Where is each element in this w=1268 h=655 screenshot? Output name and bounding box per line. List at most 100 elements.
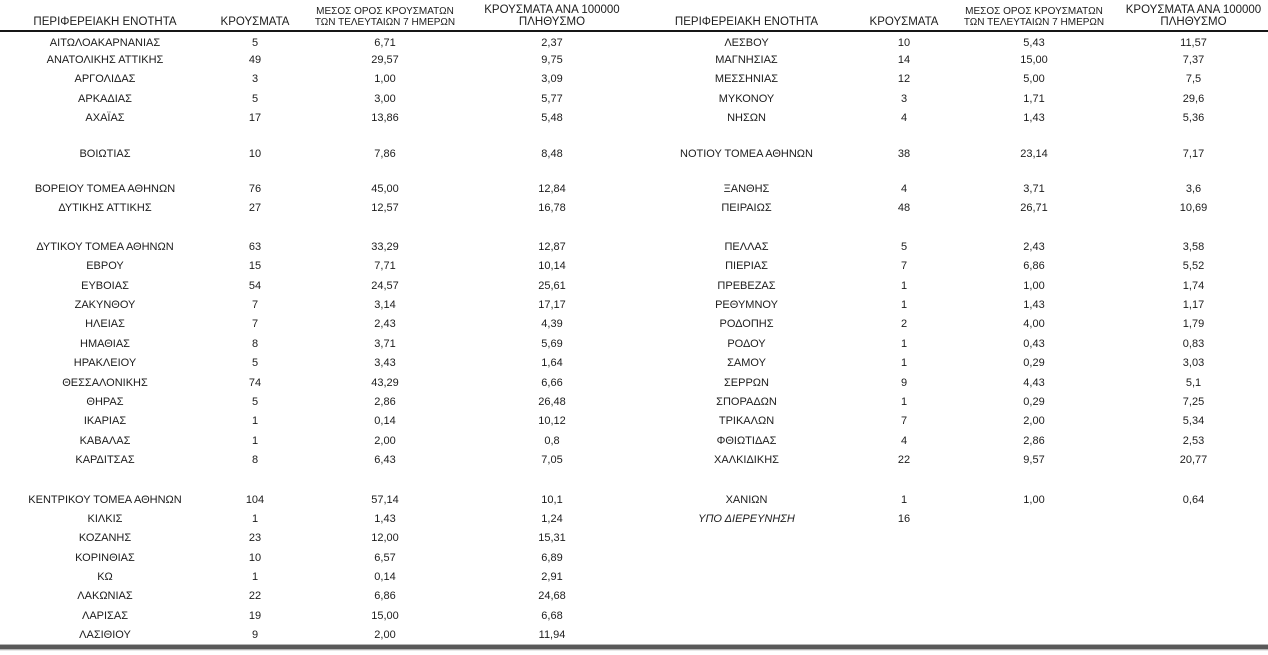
spacer-cell	[0, 218, 1268, 237]
left-region-cell: ΛΑΣΙΘΙΟΥ	[79, 629, 131, 642]
table-row: ΑΝΑΤΟΛΙΚΗΣ ΑΤΤΙΚΗΣ 49 29,57 9,75 ΜΑΓΝΗΣΙΑΣ 14…	[0, 50, 1268, 69]
left-avg-7day-cell: 43,29	[371, 376, 399, 389]
right-avg-7day-cell: 0,29	[1023, 357, 1045, 370]
right-region-cell: ΜΕΣΣΗΝΙΑΣ	[714, 73, 779, 86]
left-per-100k-cell: 26,48	[538, 395, 566, 408]
right-region-cell	[634, 606, 859, 625]
left-avg-7day-cell: 1,00	[374, 73, 396, 86]
left-region-cell: ΚΑΡΔΙΤΣΑΣ	[75, 454, 135, 467]
left-region-cell: ΚΑΒΑΛΑΣ	[79, 434, 131, 447]
spacer-row	[0, 218, 1268, 237]
right-cases-cell: 14	[897, 54, 911, 67]
right-cases-cell: 16	[897, 512, 911, 525]
right-region-cell	[634, 587, 859, 606]
left-cases-cell: 5	[251, 395, 259, 408]
right-avg-7day-cell: 1,00	[1023, 279, 1045, 292]
left-cases-cell: 7	[251, 318, 259, 331]
right-avg-7day-cell: 1,00	[1023, 493, 1045, 506]
left-region-cell: ΑΧΑΪΑΣ	[85, 112, 125, 125]
left-per-100k-cell: 2,91	[541, 571, 563, 584]
right-region-cell: ΣΠΟΡΑΔΩΝ	[716, 395, 777, 408]
right-per-100k-cell	[1119, 567, 1268, 586]
left-per-100k-cell: 5,77	[541, 92, 563, 105]
right-avg-7day-cell	[949, 626, 1119, 645]
left-cases-cell: 19	[248, 609, 262, 622]
left-per-100k-cell: 7,05	[541, 454, 563, 467]
left-per-100k-cell: 17,17	[538, 298, 566, 311]
left-cases-cell: 3	[251, 73, 259, 86]
left-avg-7day-cell: 3,00	[374, 92, 396, 105]
right-avg-7day-cell: 5,43	[1023, 37, 1045, 50]
right-cases-cell: 22	[897, 454, 911, 467]
table-row: ΕΒΡΟΥ 15 7,71 10,14 ΠΙΕΡΙΑΣ 7 6,86 5,52	[0, 257, 1268, 276]
right-cases-cell: 9	[900, 376, 908, 389]
right-region-cell: ΠΙΕΡΙΑΣ	[725, 260, 768, 273]
right-avg-7day-cell: 0,29	[1023, 395, 1045, 408]
left-per-100k-cell: 8,48	[541, 147, 563, 160]
right-avg-7day-cell: 2,43	[1023, 240, 1045, 253]
table-row: ΛΑΡΙΣΑΣ 19 15,00 6,68	[0, 606, 1268, 625]
left-per-100k-cell: 12,84	[538, 183, 566, 196]
left-cases-cell: 7	[251, 298, 259, 311]
left-region-cell: ΚΕΝΤΡΙΚΟΥ ΤΟΜΕΑ ΑΘΗΝΩΝ	[28, 493, 182, 506]
left-region-cell: ΘΕΣΣΑΛΟΝΙΚΗΣ	[62, 376, 148, 389]
avg-7day-header-line2: ΤΩΝ ΤΕΛΕΥΤΑΙΩΝ 7 ΗΜΕΡΩΝ	[963, 17, 1105, 28]
left-per-100k-cell: 4,39	[541, 318, 563, 331]
left-region-cell: ΗΛΕΙΑΣ	[85, 318, 125, 331]
right-region-cell: ΡΟΔΟΠΗΣ	[719, 318, 774, 331]
left-region-cell: ΒΟΡΕΙΟΥ ΤΟΜΕΑ ΑΘΗΝΩΝ	[34, 183, 176, 196]
spacer-row	[0, 470, 1268, 490]
table-row: ΚΟΖΑΝΗΣ 23 12,00 15,31	[0, 529, 1268, 548]
left-region-cell: ΚΙΛΚΙΣ	[87, 512, 123, 525]
right-region-cell: ΜΥΚΟΝΟΥ	[718, 92, 775, 105]
table-row: ΔΥΤΙΚΟΥ ΤΟΜΕΑ ΑΘΗΝΩΝ 63 33,29 12,87 ΠΕΛΛΑΣ 5 2…	[0, 237, 1268, 256]
right-avg-7day-cell: 1,43	[1023, 298, 1045, 311]
left-per-100k-cell: 15,31	[538, 532, 566, 545]
right-cases-cell	[859, 606, 949, 625]
left-avg-7day-cell: 6,71	[374, 37, 396, 50]
table-row: ΘΗΡΑΣ 5 2,86 26,48 ΣΠΟΡΑΔΩΝ 1 0,29 7,25	[0, 392, 1268, 411]
right-per-100k-cell	[1119, 606, 1268, 625]
right-per-100k-cell	[1119, 529, 1268, 548]
left-region-cell: ΚΩ	[97, 571, 113, 584]
right-avg-7day-cell: 4,00	[1023, 318, 1045, 331]
right-avg-7day-cell	[949, 567, 1119, 586]
left-per-100k-cell: 6,66	[541, 376, 563, 389]
right-region-cell: ΣΕΡΡΩΝ	[724, 376, 769, 389]
right-per-100k-cell: 1,79	[1182, 318, 1205, 331]
left-region-cell: ΑΡΓΟΛΙΔΑΣ	[74, 73, 136, 86]
left-region-cell: ΛΑΚΩΝΙΑΣ	[77, 590, 133, 603]
table-row: ΚΑΡΔΙΤΣΑΣ 8 6,43 7,05 ΧΑΛΚΙΔΙΚΗΣ 22 9,57 20,77	[0, 450, 1268, 469]
right-cases-cell: 5	[900, 240, 908, 253]
left-region-cell: ΛΑΡΙΣΑΣ	[81, 609, 128, 622]
right-cases-cell	[859, 529, 949, 548]
right-cases-header: ΚΡΟΥΣΜΑΤΑ	[859, 0, 949, 32]
left-per-100k-cell: 1,64	[541, 357, 563, 370]
right-cases-cell: 2	[900, 318, 908, 331]
left-per-100k-cell: 10,14	[538, 260, 566, 273]
left-avg-7day-cell: 2,00	[374, 629, 396, 642]
right-region-cell	[634, 626, 859, 645]
table-row: ΒΟΙΩΤΙΑΣ 10 7,86 8,48 ΝΟΤΙΟΥ ΤΟΜΕΑ ΑΘΗΝΩΝ 38 2…	[0, 144, 1268, 163]
left-avg-7day-cell: 12,57	[371, 202, 399, 215]
right-region-cell	[634, 567, 859, 586]
left-region-cell: ΒΟΙΩΤΙΑΣ	[79, 147, 131, 160]
right-cases-cell: 1	[900, 357, 908, 370]
right-per-100k-cell: 11,57	[1180, 37, 1207, 50]
table-row: ΒΟΡΕΙΟΥ ΤΟΜΕΑ ΑΘΗΝΩΝ 76 45,00 12,84 ΞΑΝΘΗΣ 4 3…	[0, 179, 1268, 198]
right-region-cell: ΞΑΝΘΗΣ	[723, 183, 770, 196]
left-region-cell: ΙΚΑΡΙΑΣ	[83, 415, 127, 428]
right-region-cell: ΣΑΜΟΥ	[727, 357, 766, 370]
table-row: ΚΑΒΑΛΑΣ 1 2,00 0,8 ΦΘΙΩΤΙΔΑΣ 4 2,86 2,53	[0, 431, 1268, 450]
right-cases-cell: 4	[900, 183, 908, 196]
spacer-cell	[0, 163, 1268, 179]
left-per-100k-cell: 10,1	[541, 493, 563, 506]
left-avg-7day-cell: 1,43	[374, 512, 396, 525]
right-per-100k-header: ΚΡΟΥΣΜΑΤΑ ΑΝΑ 100000 ΠΛΗΘΥΣΜΟ	[1119, 0, 1268, 32]
right-per-100k-cell: 5,1	[1185, 376, 1202, 389]
right-per-100k-cell: 2,53	[1182, 434, 1205, 447]
left-avg-7day-cell: 15,00	[371, 609, 399, 622]
left-per-100k-cell: 5,69	[541, 337, 563, 350]
left-avg-7day-cell: 29,57	[371, 54, 399, 67]
right-avg-7day-cell: 9,57	[1023, 454, 1045, 467]
